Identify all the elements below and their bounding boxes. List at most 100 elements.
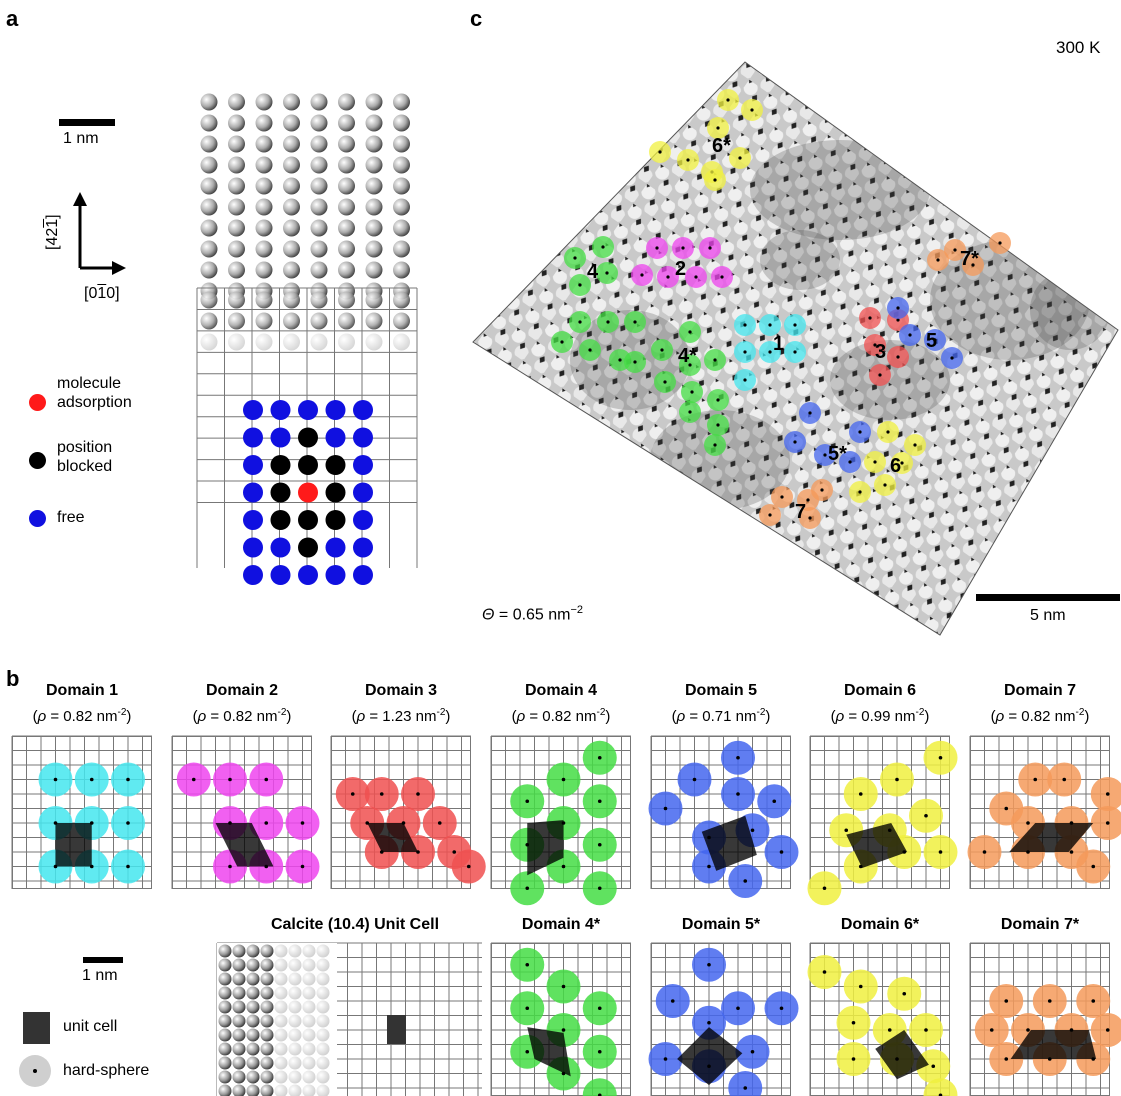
panel-c-letter: c (470, 6, 483, 31)
sphere-center (707, 835, 711, 840)
lattice-atom (283, 333, 300, 351)
domain-title: Domain 6 (843, 682, 916, 699)
calcite-atom (260, 1000, 274, 1014)
sphere-center (858, 984, 863, 989)
sphere-center (707, 864, 711, 869)
free-site (325, 537, 346, 558)
sphere-center (1105, 1028, 1110, 1032)
stm-molecule-center (578, 283, 582, 287)
blocked-site (325, 482, 346, 503)
lattice-atom (255, 135, 273, 153)
surface-lattice (196, 93, 418, 585)
density-part: ( (192, 708, 198, 725)
lattice-atom (365, 198, 383, 216)
lattice-atom (228, 291, 245, 309)
stm-molecule-center (618, 358, 622, 362)
lattice-atom (338, 291, 355, 309)
sphere-center (902, 850, 907, 854)
legend-unit-cell-swatch (23, 1012, 50, 1044)
stm-molecule-center (896, 355, 900, 359)
sphere-center (743, 1086, 748, 1090)
density-part: 1.23 (382, 708, 412, 725)
lattice-atom (365, 114, 383, 132)
calcite-atom (260, 1042, 274, 1056)
stm-molecule-center (688, 363, 692, 367)
sphere-center (264, 777, 269, 782)
sphere-center (597, 755, 602, 760)
calcite-atom (232, 1084, 246, 1096)
stm-molecule-center (908, 333, 912, 337)
stm-molecule-center (708, 246, 712, 250)
legend-hard-sphere-swatch (19, 1055, 51, 1087)
calcite-atom (274, 972, 288, 986)
lattice-atom (338, 312, 355, 330)
blocked-site (270, 455, 291, 475)
crystal-axes (73, 192, 126, 275)
domain-label: 1 (773, 333, 784, 355)
stm-molecule-center (808, 411, 812, 415)
dark-region (760, 230, 840, 290)
sphere-center (822, 886, 827, 891)
axis-up-part-1: [42 (44, 227, 61, 250)
sphere-center (1091, 999, 1096, 1003)
domain-grid-bottom-0 (490, 942, 631, 1096)
density-part: ) (1084, 708, 1090, 725)
molecule-sphere (728, 1071, 763, 1096)
density-part: = (365, 708, 383, 725)
lattice-atom (393, 156, 410, 174)
lattice-atom (393, 198, 410, 216)
domain-grid-top-0 (11, 735, 152, 889)
axis-right-part-1: [0 (84, 285, 98, 302)
density-part: ) (605, 708, 611, 725)
sphere-center (452, 850, 457, 854)
domain-label: 6 (890, 455, 901, 477)
domain-density: (ρ = 1.23 nm-2) (326, 707, 476, 725)
calcite-atom (316, 1056, 330, 1070)
domain-grid-top-1 (171, 735, 320, 889)
lattice-atom (338, 114, 355, 132)
stm-molecule-center (848, 460, 852, 464)
density-part: ( (830, 708, 836, 725)
calcite-atom (302, 1070, 316, 1084)
sphere-center (264, 821, 269, 825)
lattice-atom (338, 240, 355, 258)
stm-molecule-center (808, 516, 812, 520)
free-site (243, 400, 263, 420)
legend-adsorption-label: molecule adsorption (57, 374, 132, 412)
density-part: ρ (676, 708, 686, 725)
calcite-atom (260, 1014, 274, 1028)
sphere-center (1062, 777, 1067, 782)
unit-cell (55, 823, 92, 867)
lattice-atom (283, 156, 300, 174)
legend-free-line-1: free (57, 509, 85, 526)
sphere-center (89, 864, 94, 869)
dark-region (830, 340, 950, 420)
stm-molecule-center (588, 348, 592, 352)
stm-molecule-center (858, 490, 862, 494)
domain-density: (ρ = 0.71 nm-2) (646, 707, 796, 725)
stm-molecule-center (681, 246, 685, 250)
lattice-atom (200, 198, 218, 216)
sphere-center (525, 1006, 530, 1011)
dark-region (1030, 270, 1110, 350)
sphere-center (670, 999, 675, 1003)
sphere-center (300, 864, 305, 869)
sphere-center (1069, 821, 1074, 825)
lattice-atom (310, 177, 328, 195)
domain-title: Domain 5 (684, 682, 757, 699)
lattice-atom (310, 219, 328, 237)
lattice-atom (365, 93, 383, 111)
density-part: ( (671, 708, 677, 725)
stm-molecule-center (953, 248, 957, 252)
lattice-atom (393, 114, 410, 132)
calcite-atom (260, 986, 274, 1000)
stm-molecule-center (971, 263, 975, 267)
lattice-atom (365, 312, 383, 330)
domain-density: (ρ = 0.99 nm-2) (805, 707, 955, 725)
calcite-atom (232, 1042, 246, 1056)
lattice-atom (393, 312, 410, 330)
sphere-center (300, 821, 305, 825)
density-part: = (844, 708, 862, 725)
molecule-sphere (582, 1078, 617, 1096)
sphere-center (561, 777, 566, 782)
